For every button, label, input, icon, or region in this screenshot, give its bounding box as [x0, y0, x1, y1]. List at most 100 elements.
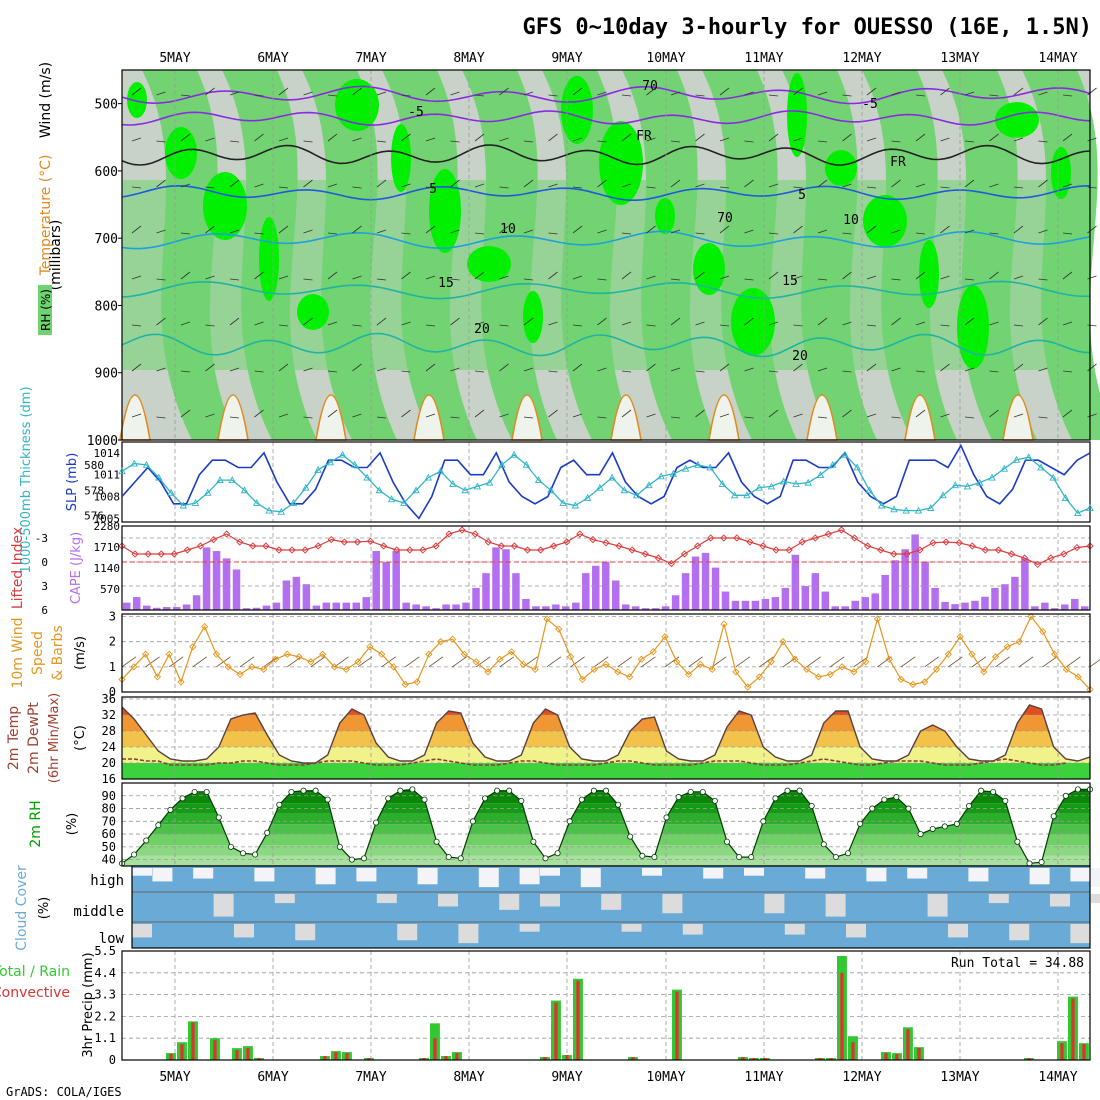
wind-speed-marker [1062, 665, 1071, 673]
thickness-marker [375, 486, 384, 494]
wind-speed-marker [543, 615, 551, 623]
axis-label: 2m Temp [6, 706, 22, 770]
wind-speed-marker [307, 658, 315, 666]
cape-bar [572, 602, 580, 610]
lifted-index-marker [720, 534, 728, 542]
wind-speed-marker [248, 663, 256, 671]
wind-barb [900, 656, 916, 668]
thickness-marker [767, 482, 776, 490]
wind-barb [450, 278, 460, 281]
humidity-marker [603, 787, 610, 794]
wind-barb [352, 275, 362, 280]
tick-label: 700 [95, 232, 118, 247]
lifted-index-marker [223, 530, 231, 538]
wind-barb [357, 656, 373, 668]
wind-barb [670, 416, 681, 419]
humidity-marker [566, 818, 573, 825]
cape-bar [212, 551, 221, 610]
tick-label: -3 [35, 532, 48, 545]
thickness-marker [730, 491, 739, 499]
cape-bar [142, 605, 151, 610]
wind-barb [401, 321, 411, 326]
date-label: 10MAY [646, 51, 685, 66]
rh-saturated-patch [523, 291, 543, 343]
lifted-index-marker [994, 546, 1003, 554]
thickness-marker [841, 450, 849, 458]
temperature-band [122, 763, 1090, 779]
precipitation-panel: Run Total = 34.88 5.5 4.4 3.3 2.2 1.1 0 Total /… [0, 944, 1091, 1067]
wind-barb [254, 409, 264, 418]
thickness-marker [473, 482, 482, 490]
lifted-index-marker [929, 539, 937, 547]
wind-barb [915, 271, 926, 280]
wind-barb [376, 91, 387, 96]
axis-label: 10m Wind [10, 617, 26, 688]
wind-barb [278, 413, 289, 418]
humidity-marker [615, 801, 622, 808]
lifted-index-marker [1047, 554, 1055, 562]
wind-barb [964, 140, 975, 143]
axis-label: & Barbs [50, 625, 66, 681]
thickness-marker [424, 473, 433, 481]
wind-barb [499, 363, 509, 372]
thickness-marker [657, 472, 665, 480]
wind-barb [719, 186, 730, 189]
lifted-index-marker [445, 530, 453, 538]
wind-barb [866, 413, 877, 418]
cape-bar [372, 551, 380, 610]
wind-speed-marker [1039, 627, 1047, 636]
humidity-marker [699, 788, 706, 795]
lifted-index-marker [144, 550, 152, 558]
wind-speed-marker [295, 653, 303, 661]
tick-label: 578 [84, 484, 104, 497]
cape-bar [1001, 584, 1009, 610]
wind-barb [180, 133, 191, 142]
humidity-marker [348, 856, 355, 863]
wind-speed-marker [944, 650, 952, 658]
humidity-marker [1062, 792, 1069, 799]
wind-barb [1038, 229, 1048, 234]
humidity-marker [966, 802, 973, 809]
wind-barb [891, 91, 901, 96]
wind-barb [546, 656, 562, 668]
wind-barb [450, 416, 460, 419]
wind-barb [327, 133, 338, 142]
thickness-marker [326, 458, 335, 466]
wind-barb [964, 317, 975, 326]
lifted-index-marker [157, 550, 165, 558]
wind-barb [891, 179, 901, 188]
wind-speed-marker [472, 658, 480, 666]
cloud-row-label: high [90, 873, 124, 889]
wind-barb [719, 363, 730, 372]
tick-label: 1000 [87, 434, 118, 449]
thickness-marker [1073, 509, 1082, 517]
tick-label: 32 [102, 708, 116, 722]
contour-label: 70 [717, 211, 733, 226]
cape-bar [891, 560, 899, 610]
humidity-marker [469, 818, 476, 825]
wind-barb [499, 87, 509, 96]
wind-barb [646, 225, 656, 234]
cape-bar [751, 600, 760, 610]
wind-barb [205, 225, 215, 234]
wind-speed-marker [909, 680, 917, 689]
wind-barb [474, 232, 485, 235]
thickness-marker [645, 481, 653, 489]
wind-barb [523, 179, 534, 188]
cloud-clear-cell [1050, 894, 1070, 907]
axis-label: 2m RH [28, 800, 44, 847]
cloud-clear-cell [682, 924, 703, 935]
surface-warm-dome [610, 394, 642, 441]
wind-barb [327, 271, 338, 280]
wind-barb [695, 133, 705, 142]
wind-barb [278, 275, 289, 280]
tick-label: 1140 [94, 562, 121, 575]
wind-barb [156, 229, 166, 234]
tick-label: 800 [95, 299, 118, 314]
thickness-marker [681, 464, 690, 472]
wind-barb [548, 232, 558, 235]
wind-barb [572, 87, 583, 96]
humidity-marker [409, 786, 416, 793]
humidity-marker [893, 794, 900, 801]
cloud-clear-cell [1009, 924, 1030, 941]
